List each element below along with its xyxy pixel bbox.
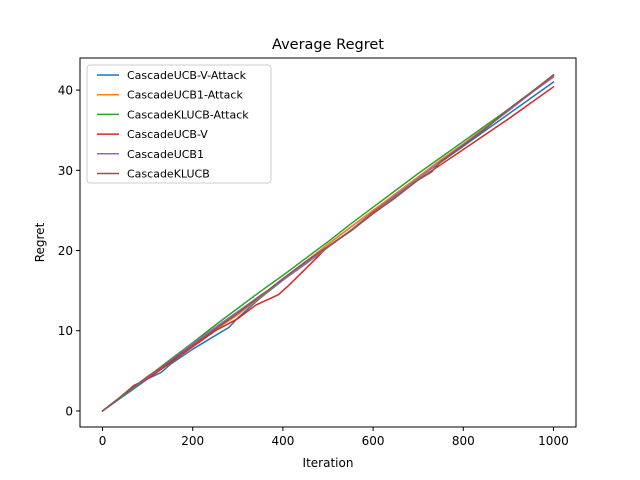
y-tick-label: 20 [58,244,73,258]
x-axis: 0 200 400 600 800 1000 [99,427,569,448]
y-axis: 0 10 20 30 40 [58,84,80,418]
x-tick-label: 200 [181,434,204,448]
x-axis-label: Iteration [303,456,354,470]
plot-frame [79,57,577,428]
legend-box [86,64,272,184]
legend-label: CascadeUCB1-Attack [127,89,243,102]
x-tick-label: 800 [452,434,475,448]
y-tick-label: 40 [58,84,73,98]
legend-label: CascadeUCB-V [127,128,208,141]
chart-title: Average Regret [272,37,384,53]
legend: CascadeUCB-V-Attack CascadeUCB1-Attack Cas… [86,64,272,184]
y-tick-label: 30 [58,164,73,178]
x-tick-label: 0 [99,434,107,448]
x-tick-label: 1000 [538,434,569,448]
x-tick-label: 600 [362,434,385,448]
x-tick-label: 400 [271,434,294,448]
legend-label: CascadeKLUCB [127,168,210,181]
series-line-3 [101,85,555,413]
y-tick-label: 0 [65,404,73,418]
legend-label: CascadeUCB1 [127,148,204,161]
legend-label: CascadeKLUCB-Attack [127,108,249,121]
legend-label: CascadeUCB-V-Attack [127,69,247,82]
y-tick-label: 10 [58,324,73,338]
series-line-5 [101,73,555,413]
y-axis-label: Regret [33,222,47,262]
plot-lines [101,73,555,413]
